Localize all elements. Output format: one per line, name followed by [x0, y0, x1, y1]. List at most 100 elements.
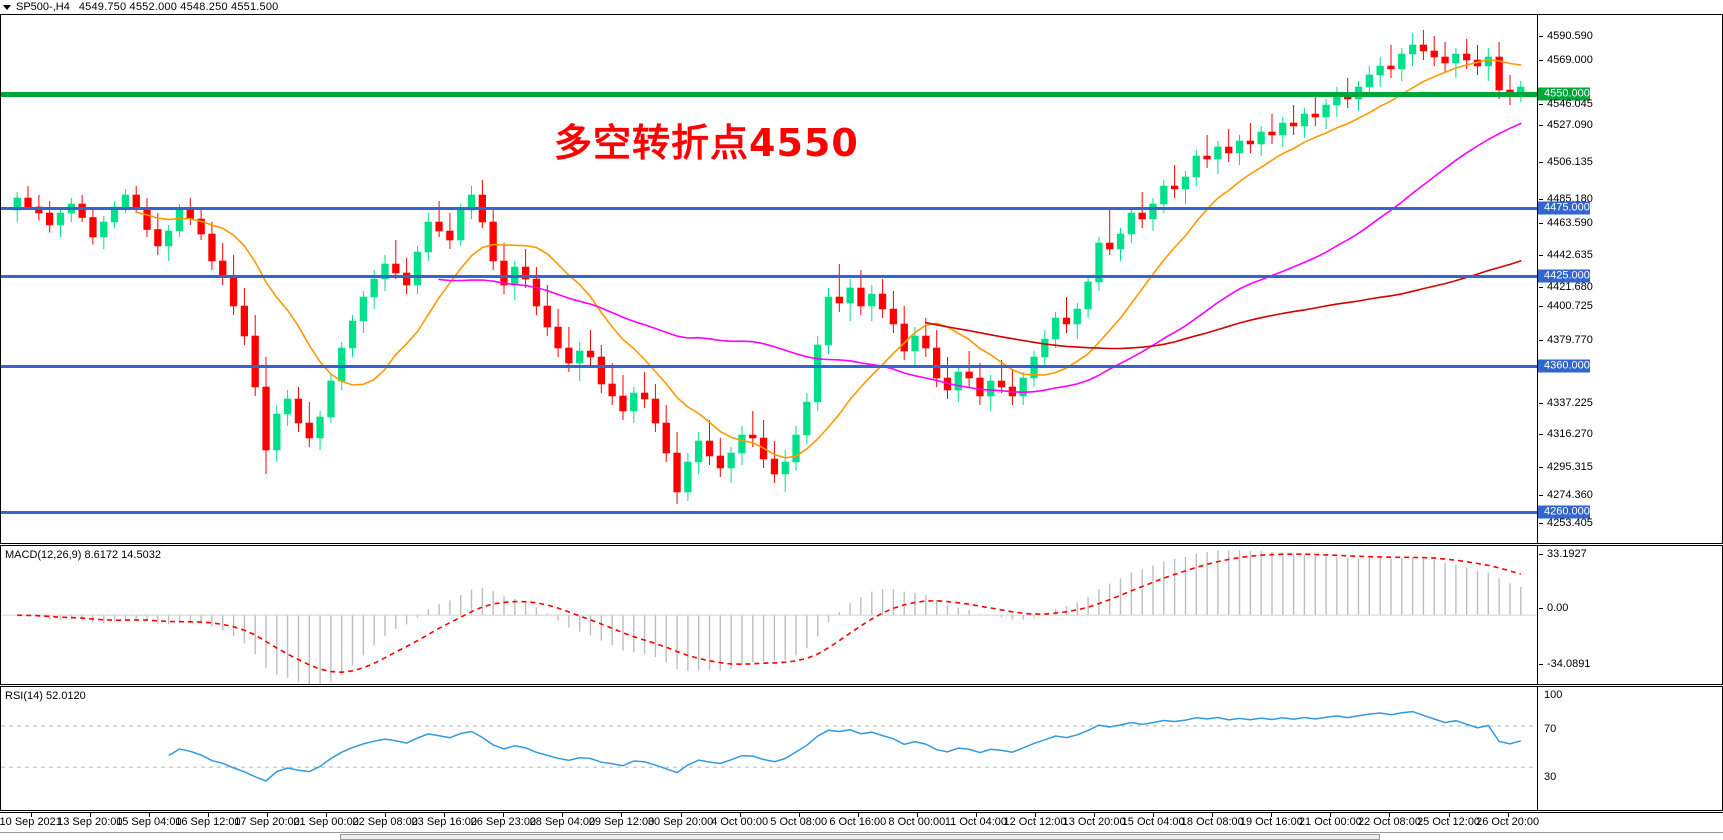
time-label: 23 Sep 16:00: [411, 816, 477, 828]
macd-tick-331927: 33.1927: [1538, 548, 1587, 560]
price-axis[interactable]: 4590.590 4569.000 4550.000 4546.045 4527.090…: [1537, 15, 1722, 543]
time-label: 18 Oct 08:00: [1180, 816, 1244, 828]
ohlc-values: 4549.750 4552.000 4548.250 4551.500: [78, 1, 279, 13]
time-tick: [1330, 813, 1332, 817]
price-tick-4463-590: 4463.590: [1538, 217, 1593, 229]
time-label: 30 Sep 20:00: [647, 816, 714, 828]
triangle-down-icon[interactable]: [3, 4, 11, 10]
price-tick-4550-000[interactable]: 4550.000: [1538, 87, 1590, 101]
scrollbar-thumb[interactable]: [340, 834, 1380, 840]
time-label: 11 Oct 04:00: [944, 816, 1008, 828]
time-tick: [1507, 813, 1509, 817]
time-tick: [503, 813, 505, 817]
time-tick: [207, 813, 209, 817]
price-tick-4316-270: 4316.270: [1538, 428, 1593, 440]
time-tick: [916, 813, 918, 817]
price-tick-4546-045: 4546.045: [1538, 98, 1593, 110]
time-tick: [444, 813, 446, 817]
time-label: 15 Oct 04:00: [1121, 816, 1185, 828]
price-tick-4260-000[interactable]: 4260.000: [1538, 505, 1590, 519]
macd-label: MACD(12,26,9) 8.6172 14.5032: [5, 549, 161, 561]
level-4260[interactable]: [1, 511, 1537, 514]
macd-svg: [1, 550, 1537, 684]
time-label: 25 Oct 12:00: [1417, 816, 1481, 828]
level-4550[interactable]: [1, 92, 1537, 97]
macd-panel[interactable]: MACD(12,26,9) 8.6172 14.5032 33.1927 0.00…: [0, 545, 1723, 685]
rsi-panel[interactable]: RSI(14) 52.0120 100 70 30: [0, 686, 1723, 811]
macd-tick-000: 0.00: [1538, 602, 1568, 614]
rsi-svg: [1, 710, 1537, 782]
level-4360[interactable]: [1, 365, 1537, 368]
macd-plot-area[interactable]: [1, 546, 1537, 684]
time-label: 8 Oct 00:00: [888, 816, 946, 828]
price-tick-4253-405: 4253.405: [1538, 517, 1593, 529]
time-label: 12 Oct 12:00: [1003, 816, 1067, 828]
price-plot-area[interactable]: [1, 15, 1537, 543]
chart-annotation-text: 多空转折点4550: [554, 121, 859, 165]
price-tick-4295-315: 4295.315: [1538, 461, 1593, 473]
rsi-label: RSI(14) 52.0120: [5, 690, 86, 702]
time-tick: [680, 813, 682, 817]
price-tick-4442-635: 4442.635: [1538, 249, 1593, 261]
price-tick-4590-590: 4590.590: [1538, 30, 1593, 42]
time-tick: [562, 813, 564, 817]
time-label: 21 Sep 00:00: [293, 816, 359, 828]
price-tick-4569-000: 4569.000: [1538, 54, 1593, 66]
price-tick-4337-225: 4337.225: [1538, 397, 1593, 409]
rsi-tick-70: 70: [1544, 723, 1557, 735]
time-tick: [30, 813, 32, 817]
price-tick-4400-725: 4400.725: [1538, 300, 1593, 312]
time-label: 26 Sep 23:00: [470, 816, 537, 828]
time-tick: [89, 813, 91, 817]
time-tick: [1448, 813, 1450, 817]
time-label: 19 Oct 16:00: [1239, 816, 1303, 828]
symbol-label: SP500-,H4: [16, 1, 70, 13]
time-label: 22 Sep 08:00: [352, 816, 418, 828]
price-tick-4527-090: 4527.090: [1538, 119, 1593, 131]
rsi-plot-area[interactable]: [1, 687, 1537, 810]
price-chart-panel[interactable]: 4590.590 4569.000 4550.000 4546.045 4527.090…: [0, 14, 1723, 544]
level-4425[interactable]: [1, 275, 1537, 278]
time-tick: [1389, 813, 1391, 817]
time-tick: [798, 813, 800, 817]
time-tick: [857, 813, 859, 817]
time-tick: [739, 813, 741, 817]
price-tick-4425-000[interactable]: 4425.000: [1538, 269, 1590, 283]
time-tick: [148, 813, 150, 817]
time-axis[interactable]: 10 Sep 2021 13 Sep 20:00 15 Sep 04:00 16 Se…: [0, 812, 1723, 834]
time-label: 15 Sep 04:00: [116, 816, 182, 828]
time-label: 10 Sep 2021: [0, 816, 62, 828]
time-tick: [1035, 813, 1037, 817]
price-candles-svg: [13, 30, 1525, 504]
time-tick: [267, 813, 269, 817]
time-label: 13 Sep 20:00: [57, 816, 123, 828]
time-label: 4 Oct 00:00: [711, 816, 769, 828]
horizontal-scrollbar[interactable]: [0, 832, 1723, 840]
level-4475[interactable]: [1, 207, 1537, 210]
price-tick-4506-135: 4506.135: [1538, 156, 1593, 168]
price-tick-4360-000[interactable]: 4360.000: [1538, 359, 1590, 373]
time-tick: [326, 813, 328, 817]
time-tick: [1212, 813, 1214, 817]
time-tick: [621, 813, 623, 817]
time-label: 21 Oct 00:00: [1298, 816, 1362, 828]
time-tick: [975, 813, 977, 817]
price-tick-4475-000[interactable]: 4475.000: [1538, 201, 1590, 215]
time-label: 5 Oct 08:00: [770, 816, 828, 828]
time-tick: [1094, 813, 1096, 817]
time-label: 6 Oct 16:00: [829, 816, 887, 828]
macd-axis: 33.1927 0.00 -34.0891: [1537, 546, 1722, 684]
time-label: 26 Oct 20:00: [1476, 816, 1540, 828]
rsi-tick-100: 100: [1544, 689, 1563, 701]
price-tick-4421-680: 4421.680: [1538, 281, 1593, 293]
time-label: 28 Sep 04:00: [529, 816, 596, 828]
rsi-tick-30: 30: [1544, 771, 1557, 783]
time-tick: [1153, 813, 1155, 817]
time-label: 16 Sep 12:00: [175, 816, 241, 828]
time-label: 22 Oct 08:00: [1357, 816, 1421, 828]
price-tick-4274-360: 4274.360: [1538, 489, 1593, 501]
time-tick: [385, 813, 387, 817]
time-label: 29 Sep 12:00: [588, 816, 655, 828]
time-label: 13 Oct 20:00: [1062, 816, 1126, 828]
